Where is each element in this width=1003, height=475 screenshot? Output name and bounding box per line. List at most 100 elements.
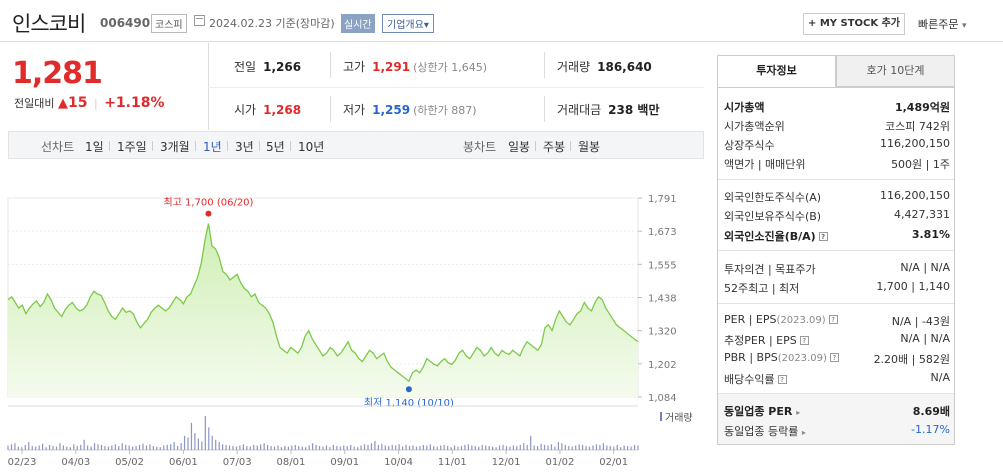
stock-header: 인스코비 006490 코스피 2024.02.23 기준(장마감) 실시간 기… (0, 0, 1003, 42)
y-tick-label: 1,202 (648, 360, 677, 371)
volume-bar (201, 441, 203, 450)
row-foreign-ratio: 외국인소진율(B/A)? 3.81% (724, 228, 950, 243)
row-sector-per[interactable]: 동일업종 PER ▸ 8.69배 (724, 405, 950, 418)
volume-bar (125, 444, 127, 450)
volume-bar (163, 445, 165, 450)
corp-info-dropdown[interactable]: 기업개요▾ (382, 14, 434, 33)
volume-bar (637, 445, 639, 450)
volume-bar (225, 444, 227, 450)
price-change: 전일대비 ▲15 | +1.18% (14, 95, 165, 111)
period-5y[interactable]: 5년 (266, 140, 285, 154)
volume-bar (215, 439, 217, 450)
volume-bar (73, 444, 75, 450)
volume-bar (14, 443, 16, 450)
help-icon[interactable]: ? (828, 315, 838, 324)
volume-bar (83, 439, 85, 450)
period-1y[interactable]: 1년 (203, 140, 222, 154)
x-tick-label: 12/01 (492, 457, 521, 468)
help-icon[interactable]: ? (777, 375, 787, 384)
stat-amount: 거래대금 238 백만 (557, 103, 660, 117)
stock-name: 인스코비 (12, 12, 86, 36)
low-marker (405, 386, 412, 393)
period-1d[interactable]: 1일 (85, 140, 104, 154)
chevron-down-icon: ▾ (961, 21, 967, 31)
volume-bar (277, 445, 279, 450)
help-icon[interactable]: ? (818, 232, 828, 241)
volume-bar (235, 446, 238, 450)
volume-bar (616, 444, 618, 450)
volume-bars: 거래량 (7, 405, 693, 451)
candle-daily[interactable]: 일봉 (508, 140, 531, 154)
volume-bar (595, 444, 598, 450)
volume-bar (557, 442, 559, 450)
x-tick-label: 07/03 (223, 457, 252, 468)
volume-bar (253, 444, 255, 450)
realtime-button[interactable]: 실시간 (341, 14, 375, 33)
volume-bar (353, 446, 355, 450)
period-10y[interactable]: 10년 (298, 140, 325, 154)
volume-bar (453, 445, 456, 450)
candle-weekly[interactable]: 주봉 (543, 140, 566, 154)
candle-monthly[interactable]: 월봉 (578, 140, 601, 154)
y-tick-label: 1,084 (648, 393, 677, 404)
divider (208, 87, 704, 88)
divider (718, 393, 954, 394)
volume-bar (602, 443, 604, 450)
period-3m[interactable]: 3개월 (160, 140, 190, 154)
volume-bar (294, 444, 296, 450)
help-icon[interactable]: ? (829, 353, 839, 362)
volume-bar (381, 443, 383, 450)
quick-order-button[interactable]: 빠른주문 ▾ (918, 18, 967, 31)
volume-bar (97, 444, 99, 450)
volume-bar (242, 444, 244, 450)
volume-bar (450, 447, 452, 450)
volume-bar (395, 445, 397, 450)
volume-bar (523, 443, 525, 450)
row-market-cap: 시가총액 1,489억원 (724, 101, 950, 114)
period-1w[interactable]: 1주일 (117, 140, 147, 154)
market-badge: 코스피 (151, 14, 187, 33)
volume-bar (322, 446, 324, 450)
volume-bar (280, 447, 283, 450)
volume-bar (582, 444, 584, 450)
add-mystock-button[interactable]: + MY STOCK 추가 (803, 13, 905, 35)
volume-legend-swatch (660, 412, 662, 421)
row-sector-change[interactable]: 동일업종 등락률 ▸ -1.17% (724, 423, 950, 438)
candle-chart-label: 봉차트 (463, 140, 497, 154)
volume-bar (402, 446, 404, 450)
volume-bar (415, 446, 418, 450)
volume-bar (204, 416, 206, 450)
volume-bar (447, 446, 449, 450)
help-icon[interactable]: ? (799, 336, 809, 345)
volume-bar (87, 445, 89, 450)
volume-bar (526, 444, 528, 450)
volume-bar (55, 446, 58, 450)
tab-orderbook[interactable]: 호가 10단계 (836, 55, 955, 87)
volume-bar (547, 445, 549, 450)
row-foreign-limit: 외국인한도주식수(A) 116,200,150 (724, 189, 950, 204)
tab-invest-info[interactable]: 투자정보 (717, 55, 836, 87)
row-shares: 상장주식수 116,200,150 (724, 137, 950, 152)
up-arrow-icon: ▲ (57, 96, 68, 111)
volume-bar (485, 445, 487, 450)
change-percent: +1.18% (104, 95, 165, 111)
y-tick-label: 1,438 (648, 294, 677, 305)
volume-bar (325, 445, 328, 450)
volume-bar (388, 446, 390, 450)
volume-bar (152, 446, 154, 450)
volume-bar (284, 446, 286, 450)
volume-bar (104, 446, 106, 450)
divider (290, 141, 291, 151)
period-3y[interactable]: 3년 (235, 140, 254, 154)
row-cap-rank: 시가총액순위 코스피 742위 (724, 120, 950, 133)
volume-bar (256, 445, 258, 450)
volume-bar (363, 444, 366, 450)
volume-bar (464, 444, 466, 450)
volume-bar (42, 443, 44, 450)
volume-bar (440, 445, 442, 450)
stat-high: 고가 1,291 (상한가 1,645) (343, 60, 487, 74)
volume-bar (318, 446, 321, 450)
volume-bar (287, 446, 289, 450)
price-chart[interactable]: 1,791 1,673 1,555 1,438 1,320 1,202 1,084 최고 1… (0, 160, 705, 475)
x-tick-label: 10/04 (384, 457, 413, 468)
